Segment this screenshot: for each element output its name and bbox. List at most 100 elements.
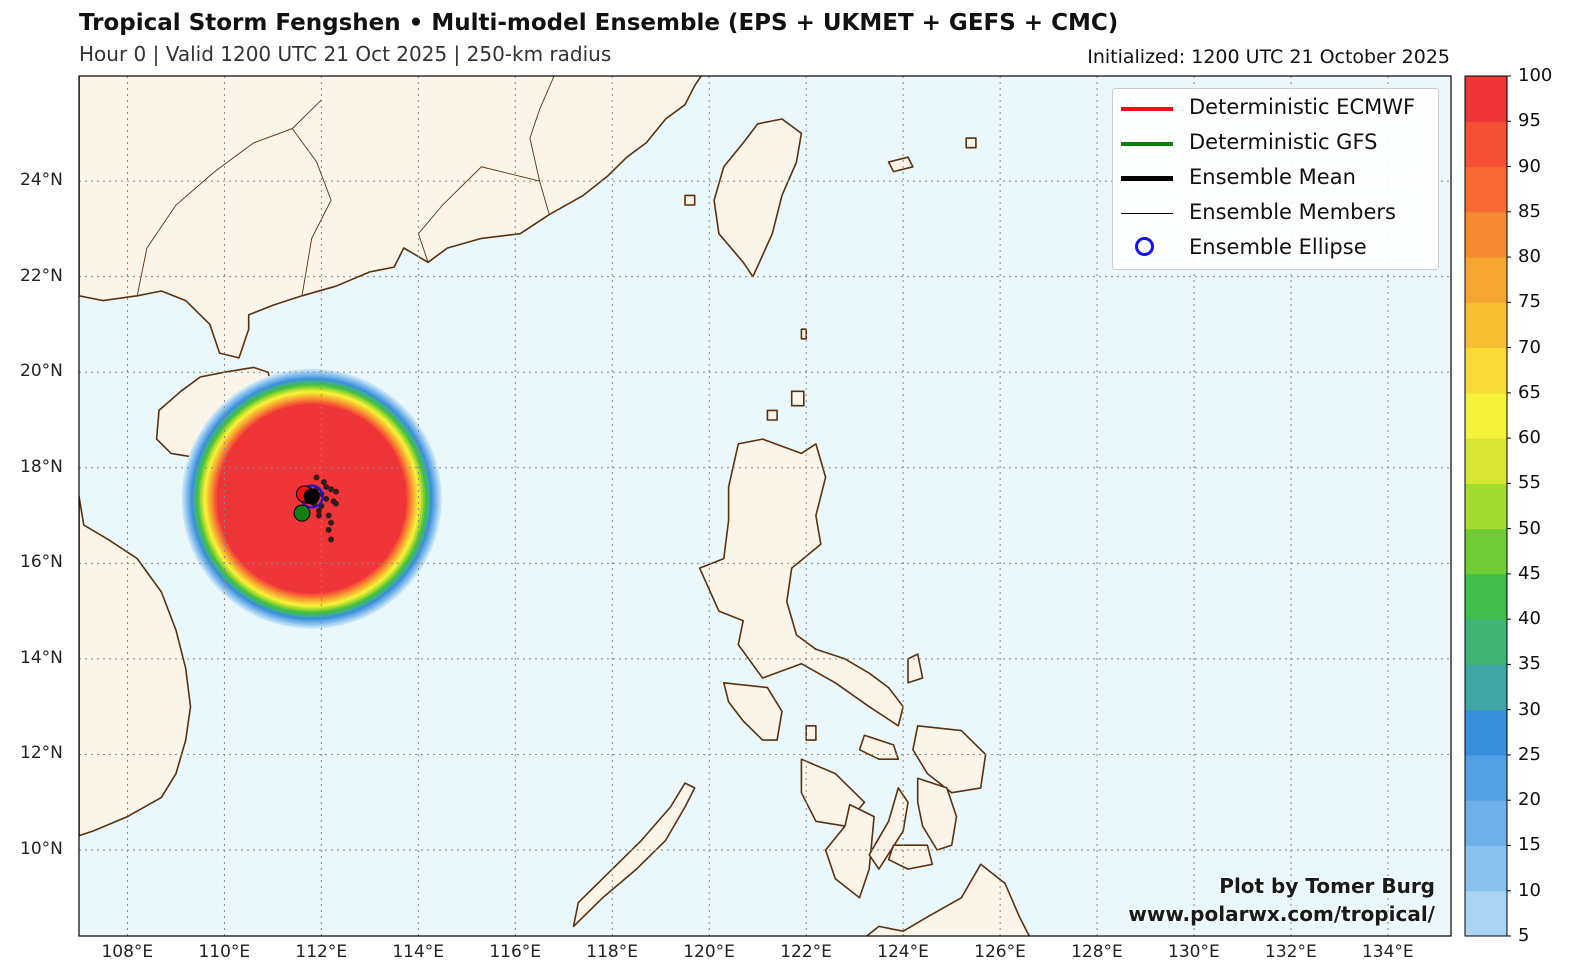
ensemble-mean-position — [303, 488, 320, 505]
colorbar-tick-label: 60 — [1518, 427, 1541, 449]
credit-url: www.polarwx.com/tropical/ — [1128, 902, 1435, 926]
ensemble-member-point — [325, 526, 332, 533]
ensemble-member-point — [325, 512, 332, 519]
green-line-icon — [1121, 142, 1173, 146]
colorbar-tick-label: 75 — [1518, 291, 1541, 313]
ensemble-tracks — [293, 474, 339, 543]
lon-tick-label: 110°E — [198, 942, 251, 962]
lat-tick-label: 14°N — [20, 647, 63, 668]
colorbar-segment-95 — [1465, 121, 1507, 168]
ensemble-member-point — [320, 479, 327, 486]
ensemble-member-point — [332, 488, 339, 495]
lat-tick-label: 10°N — [20, 839, 63, 859]
colorbar-segment-70 — [1465, 347, 1507, 394]
lat-tick-label: 20°N — [20, 361, 63, 382]
lon-tick-label: 128°E — [1071, 942, 1123, 962]
ensemble-member-point — [328, 486, 335, 493]
colorbar-segment-30 — [1465, 709, 1507, 756]
colorbar-tick-label: 40 — [1518, 608, 1541, 630]
gfs-position — [293, 504, 311, 522]
credit-author: Plot by Tomer Burg — [1219, 874, 1435, 898]
colorbar-tick-label: 25 — [1518, 743, 1541, 765]
legend: Deterministic ECMWF Deterministic GFS En… — [1112, 88, 1439, 270]
land-masbate — [858, 734, 900, 761]
colorbar — [1464, 75, 1511, 937]
land-indochina — [79, 495, 192, 837]
lon-tick-label: 120°E — [683, 942, 735, 962]
colorbar-segment-85 — [1465, 211, 1507, 258]
colorbar-segment-50 — [1465, 528, 1507, 575]
land-batanes-1 — [800, 328, 808, 340]
colorbar-tick-label: 5 — [1518, 925, 1530, 946]
land-babuyan-2 — [766, 409, 778, 421]
colorbar-segment-15 — [1465, 845, 1507, 892]
lon-tick-label: 134°E — [1361, 942, 1414, 962]
land-ryukyu-1 — [887, 156, 914, 173]
ensemble-member-point — [328, 536, 335, 543]
lon-tick-label: 132°E — [1265, 942, 1317, 962]
colorbar-segment-100 — [1465, 76, 1507, 122]
colorbar-tick-label: 55 — [1518, 472, 1541, 494]
province-border — [529, 76, 555, 215]
colorbar-tick-label: 20 — [1518, 789, 1541, 811]
land-bohol — [887, 844, 934, 870]
chart-title: Tropical Storm Fengshen • Multi-model En… — [79, 10, 1119, 36]
colorbar-tick-label: 35 — [1518, 653, 1541, 675]
colorbar-tick-label: 30 — [1518, 698, 1541, 720]
legend-item-mean: Ensemble Mean — [1113, 161, 1438, 196]
lat-tick-label: 16°N — [20, 552, 63, 573]
legend-item-members: Ensemble Members — [1113, 196, 1438, 231]
land-penghu — [684, 194, 696, 206]
province-border — [417, 166, 540, 263]
red-line-icon — [1121, 107, 1173, 111]
colorbar-segment-60 — [1465, 438, 1507, 484]
ensemble-member-point — [323, 483, 330, 490]
land-mindanao — [865, 863, 1030, 936]
colorbar-segment-20 — [1465, 800, 1507, 846]
land-negros — [824, 803, 875, 899]
land-babuyan-1 — [790, 390, 805, 407]
chart-subtitle: Hour 0 | Valid 1200 UTC 21 Oct 2025 | 25… — [79, 42, 612, 66]
lon-tick-label: 112°E — [295, 942, 348, 962]
land-ryukyu-2 — [965, 137, 977, 149]
colorbar-segment-25 — [1465, 754, 1507, 801]
legend-item-ecmwf: Deterministic ECMWF — [1113, 91, 1438, 126]
legend-label: Ensemble Members — [1189, 200, 1396, 224]
lon-tick-label: 114°E — [392, 942, 445, 962]
land-romblon — [805, 724, 817, 741]
colorbar-segment-45 — [1465, 573, 1507, 620]
legend-item-ellipse: Ensemble Ellipse — [1113, 231, 1438, 266]
land-cebu — [868, 787, 909, 870]
colorbar-tick-label: 15 — [1518, 834, 1541, 856]
lon-tick-label: 108°E — [101, 942, 154, 962]
lat-tick-label: 24°N — [20, 170, 63, 191]
lat-lon-grid — [79, 76, 1451, 936]
colorbar-segment-80 — [1465, 257, 1507, 303]
colorbar-tick-label: 90 — [1518, 155, 1541, 177]
blue-circle-icon — [1135, 237, 1154, 256]
colorbar-frame — [1464, 75, 1508, 937]
lon-tick-label: 116°E — [489, 942, 542, 962]
colorbar-segment-40 — [1465, 619, 1507, 665]
province-border — [291, 128, 332, 296]
colorbar-segment-75 — [1465, 302, 1507, 349]
legend-label: Ensemble Ellipse — [1189, 235, 1367, 259]
lon-tick-label: 118°E — [586, 942, 638, 962]
colorbar-tick-label: 85 — [1518, 200, 1541, 222]
colorbar-tick-label: 45 — [1518, 562, 1541, 584]
lon-tick-label: 122°E — [780, 942, 832, 962]
legend-item-gfs: Deterministic GFS — [1113, 126, 1438, 161]
colorbar-tick-label: 70 — [1518, 336, 1541, 358]
lat-tick-label: 22°N — [20, 265, 63, 286]
ensemble-member-point — [315, 512, 322, 519]
land-leyte — [916, 777, 958, 851]
legend-label: Deterministic ECMWF — [1189, 95, 1416, 119]
colorbar-segment-35 — [1465, 664, 1507, 711]
colorbar-tick-label: 100 — [1518, 65, 1553, 86]
colorbar-segment-55 — [1465, 483, 1507, 530]
land-luzon — [698, 438, 905, 727]
colorbar-tick-label: 10 — [1518, 879, 1541, 901]
black-thick-line-icon — [1121, 176, 1173, 181]
colorbar-tick-label: 65 — [1518, 381, 1541, 403]
land-mindoro — [722, 681, 783, 741]
